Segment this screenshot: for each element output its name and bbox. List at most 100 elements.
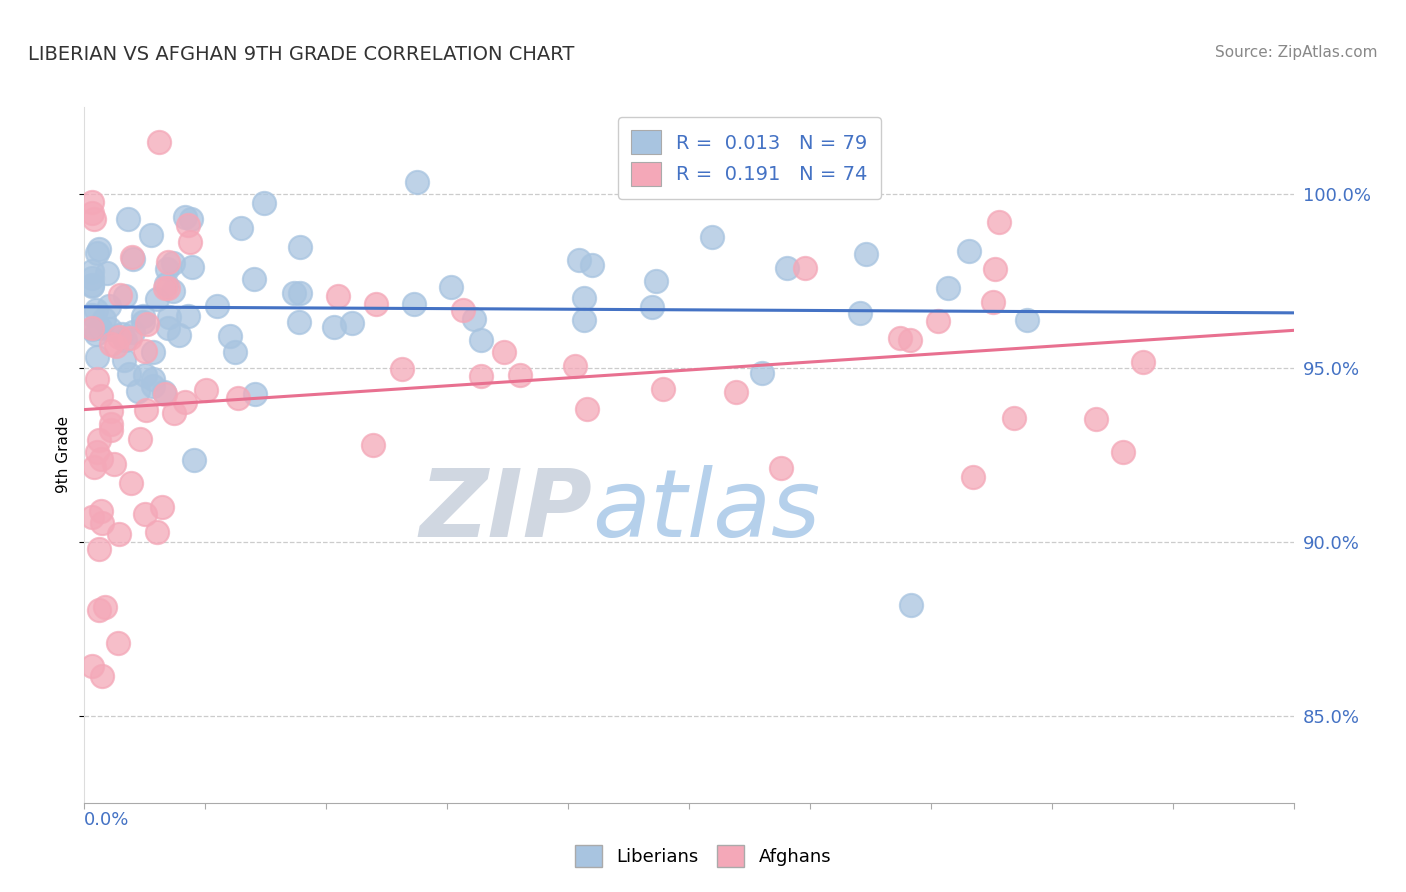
Point [218, 329, 240, 343]
Text: atlas: atlas [592, 465, 821, 556]
Point [177, 218, 200, 232]
Point [100, 417, 122, 431]
Point [776, 261, 799, 276]
Point [82, 264, 104, 278]
Point [100, 337, 122, 351]
Point [174, 394, 197, 409]
Point [135, 318, 157, 332]
Point [1085, 412, 1108, 426]
Point [82, 278, 104, 293]
Point [139, 227, 162, 242]
Point [121, 250, 143, 264]
Point [226, 391, 249, 405]
Point [108, 527, 131, 541]
Point [87, 541, 110, 556]
Point [900, 598, 922, 612]
Point [90, 388, 112, 402]
Point [90, 503, 112, 517]
Point [1002, 410, 1025, 425]
Point [83, 211, 105, 226]
Point [82, 509, 104, 524]
Point [889, 331, 911, 345]
Point [82, 278, 104, 293]
Point [288, 286, 311, 301]
Point [100, 423, 122, 437]
Point [180, 260, 202, 274]
Point [194, 384, 217, 398]
Point [90, 669, 112, 683]
Point [107, 635, 129, 649]
Point [205, 299, 228, 313]
Point [848, 306, 870, 320]
Point [153, 385, 176, 400]
Point [157, 255, 180, 269]
Legend: Liberians, Afghans: Liberians, Afghans [568, 838, 838, 874]
Point [981, 295, 1004, 310]
Point [322, 319, 344, 334]
Point [82, 271, 104, 285]
Point [153, 280, 176, 294]
Point [156, 262, 179, 277]
Point [391, 362, 413, 376]
Point [118, 367, 141, 381]
Point [640, 300, 662, 314]
Point [406, 176, 429, 190]
Point [770, 461, 793, 475]
Point [470, 333, 492, 347]
Point [82, 308, 104, 322]
Point [581, 258, 603, 272]
Point [150, 500, 173, 515]
Point [1112, 445, 1135, 459]
Point [572, 291, 595, 305]
Point [120, 475, 142, 490]
Point [90, 452, 112, 467]
Point [94, 600, 117, 615]
Point [146, 292, 169, 306]
Point [224, 345, 246, 359]
Point [243, 272, 266, 286]
Legend: R =  0.013   N = 79, R =  0.191   N = 74: R = 0.013 N = 79, R = 0.191 N = 74 [617, 117, 882, 199]
Point [180, 212, 202, 227]
Point [984, 261, 1007, 276]
Point [253, 196, 276, 211]
Point [155, 277, 177, 291]
Point [86, 246, 108, 260]
Point [162, 256, 184, 270]
Point [179, 235, 201, 249]
Point [162, 406, 184, 420]
Y-axis label: 9th Grade: 9th Grade [56, 417, 72, 493]
Point [283, 285, 305, 300]
Point [148, 135, 170, 149]
Text: 0.0%: 0.0% [84, 811, 129, 830]
Point [183, 452, 205, 467]
Point [174, 211, 197, 225]
Point [463, 312, 485, 326]
Point [231, 220, 253, 235]
Point [89, 321, 111, 335]
Point [962, 470, 984, 484]
Point [142, 379, 165, 393]
Point [117, 212, 139, 227]
Point [97, 299, 120, 313]
Point [121, 252, 143, 267]
Point [855, 247, 877, 261]
Point [652, 382, 675, 396]
Point [404, 297, 426, 311]
Point [114, 288, 136, 302]
Point [494, 344, 516, 359]
Point [898, 333, 921, 347]
Point [107, 329, 129, 343]
Point [988, 214, 1011, 228]
Point [245, 386, 267, 401]
Text: LIBERIAN VS AFGHAN 9TH GRADE CORRELATION CHART: LIBERIAN VS AFGHAN 9TH GRADE CORRELATION… [28, 45, 575, 63]
Point [122, 325, 145, 339]
Point [118, 331, 141, 345]
Point [572, 312, 595, 326]
Point [364, 297, 387, 311]
Point [135, 403, 157, 417]
Point [108, 288, 131, 302]
Point [87, 602, 110, 616]
Point [83, 460, 105, 475]
Point [167, 327, 190, 342]
Point [157, 310, 180, 325]
